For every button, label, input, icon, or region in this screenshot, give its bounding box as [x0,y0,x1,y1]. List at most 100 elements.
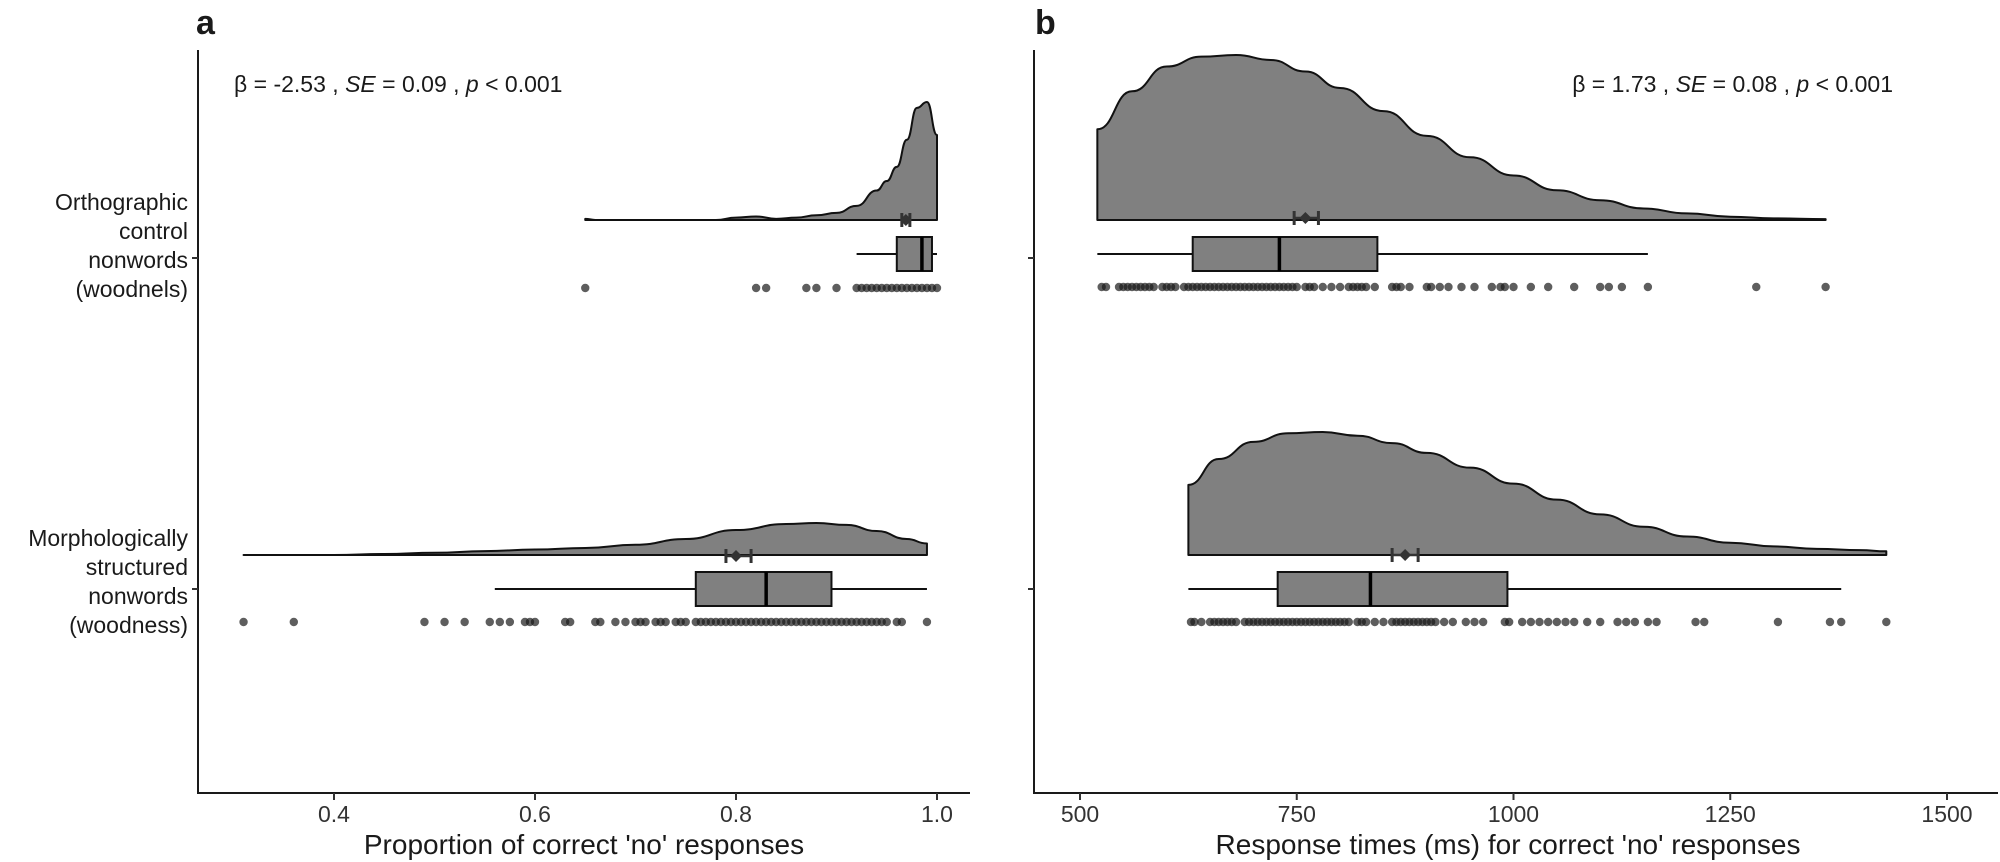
x-tick-label: 1000 [1488,801,1539,827]
data-point [1448,617,1458,627]
data-point [1171,282,1180,292]
data-point [1190,617,1199,627]
box-iqr [895,236,933,272]
y-category-label: Orthographic control nonwords (woodnels) [55,189,188,302]
y-category-labels: Orthographic control nonwords (woodnels) Mor… [28,189,188,638]
data-point [1470,617,1479,627]
data-point [1461,617,1471,627]
x-tick-label: 750 [1278,801,1316,827]
data-point [1335,282,1345,292]
mean-diamond [1299,212,1312,224]
data-point [1596,282,1605,292]
data-point [802,283,811,293]
data-point [1149,282,1158,292]
x-tick-label: 500 [1061,801,1099,827]
mean-diamond [899,214,912,226]
data-point [1470,282,1479,292]
data-point [1396,282,1405,292]
data-point [505,617,515,627]
data-point [1773,617,1783,627]
rain-points [239,617,932,627]
data-point [1197,617,1206,627]
boxplot [1188,571,1842,607]
density-cloud [584,101,938,222]
data-point [460,617,469,627]
data-point [1643,617,1653,627]
data-point [1604,282,1614,292]
rain-points [1186,617,1891,627]
data-point [1543,282,1553,292]
data-point [1478,617,1488,627]
data-point [440,617,449,627]
panel-b-marks [1096,54,1891,627]
x-tick-label: 0.4 [318,801,350,827]
panel-letter-b: b [1035,4,1056,42]
panel-a-se-value: 0.09 [402,71,447,97]
density-cloud [1096,54,1827,221]
mean-ci-marker [1292,211,1320,225]
mean-diamond [1399,549,1412,561]
data-point [1361,617,1371,627]
data-point [485,617,494,627]
data-point [1439,617,1449,627]
data-point [1231,617,1241,627]
data-point [882,617,891,627]
y-category-label-line: nonwords [88,247,188,273]
data-point [1370,617,1379,627]
panel-b-stats-annotation: β = 1.73 , SE = 0.08 , p < 0.001 [1572,71,1893,97]
data-point [932,283,942,293]
data-point [1426,282,1436,292]
data-point [1543,617,1553,627]
boxplot [1097,236,1648,272]
data-point [1837,617,1846,627]
data-point [1643,282,1653,292]
data-point [1882,617,1891,627]
box-iqr [1276,571,1509,607]
panel-letter-a: a [196,4,216,42]
panel-b-x-ticks: 500 750 1000 1250 1500 [1061,793,1973,827]
data-point [1344,617,1353,627]
data-point [1405,282,1414,292]
data-point [832,283,841,293]
data-point [621,617,630,627]
data-point [289,617,298,627]
data-point [420,617,429,627]
data-point [495,617,505,627]
x-tick-label: 0.8 [720,801,752,827]
y-category-label: Morphologically structured nonwords (woodne… [28,525,188,638]
panel-a-stats-annotation: β = -2.53 , SE = 0.09 , p < 0.001 [234,71,562,97]
data-point [1361,282,1371,292]
data-point [581,283,590,293]
panel-a-y-ticks [192,257,198,590]
panel-b-beta-value: 1.73 [1612,71,1657,97]
y-category-label-line: (woodnels) [76,276,189,302]
data-point [1569,282,1579,292]
data-point [1309,282,1319,292]
data-point [897,617,907,627]
y-category-label-line: Morphologically [28,525,188,551]
data-point [1517,617,1527,627]
panel-a-beta-value: -2.53 [273,71,325,97]
density-cloud [242,522,928,557]
y-category-label-line: control [119,218,188,244]
data-point [596,617,605,627]
data-point [751,283,761,293]
data-point [761,283,771,293]
data-point [1596,617,1605,627]
y-category-label-line: nonwords [88,583,188,609]
panel-a: 0.4 0.6 0.8 1.0 β = -2.53 , SE = 0.09 , p <… [192,50,970,860]
data-point [1444,282,1453,292]
data-point [812,283,821,293]
data-point [1561,617,1570,627]
panel-b-se-value: 0.08 [1732,71,1777,97]
panel-b-y-ticks [1028,257,1034,590]
y-category-label-line: structured [86,554,188,580]
mean-diamond [730,550,742,562]
panel-b: 500 750 1000 1250 1500 β = 1.73 , SE = 0.08 … [1028,50,1998,860]
data-point [1825,617,1835,627]
data-point [922,617,932,627]
data-point [1552,617,1562,627]
panel-b-x-axis-title: Response times (ms) for correct 'no' res… [1216,829,1801,860]
data-point [1457,282,1466,292]
